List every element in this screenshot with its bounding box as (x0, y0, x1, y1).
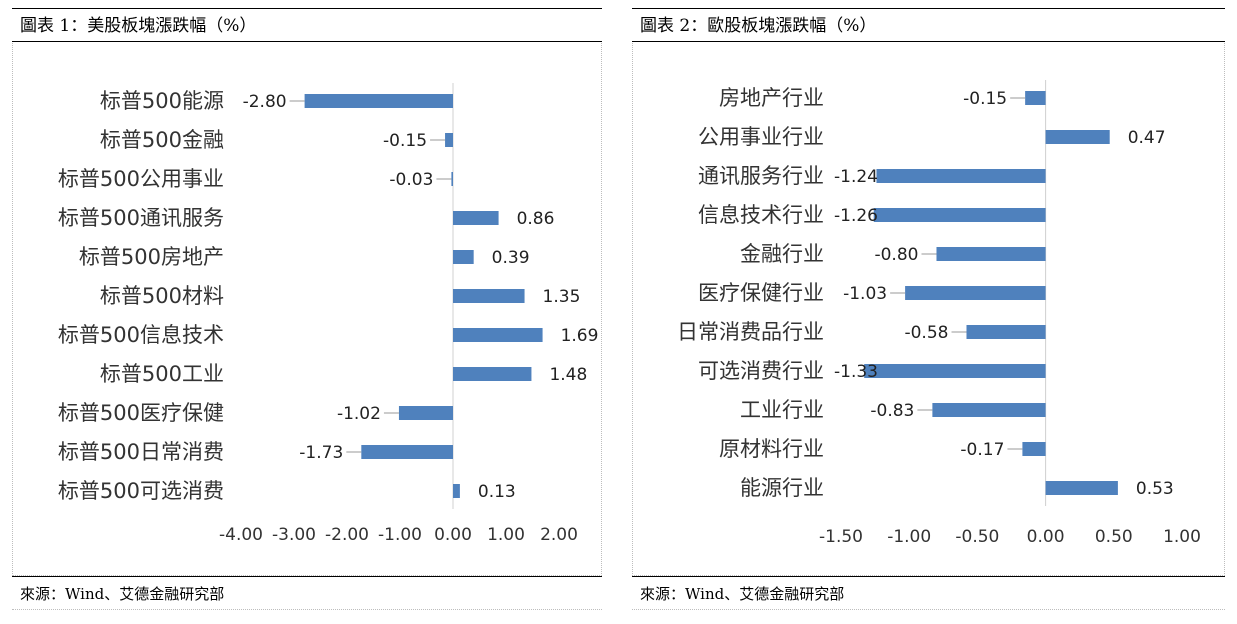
eu-sector-bar-chart: 房地产行业 -0.15 公用事业行业 0.47 通讯服务行业 -1.24 信息技术行业 -1.… (677, 80, 1201, 547)
bar (864, 364, 1046, 378)
chart-panel-eu: 圖表 2：歐股板塊漲跌幅（%） 房地产行业 -0.15 公用事业行业 0.47 通讯服务… (632, 8, 1225, 610)
bar (936, 247, 1046, 261)
data-label: -0.83 (870, 401, 914, 421)
x-tick-label: 2.00 (540, 525, 578, 545)
category-label: 工业行业 (740, 398, 824, 422)
us-sector-bar-chart: 标普500能源 -2.80 标普500金融 -0.15 标普500公用事业 -0.03 标普… (58, 83, 599, 545)
bar (453, 328, 543, 342)
x-tick-label: -2.00 (325, 525, 369, 545)
chart-title: 圖表 2：歐股板塊漲跌幅（%） (632, 8, 1225, 42)
category-label: 标普500信息技术 (58, 323, 224, 347)
data-label: 0.39 (492, 248, 530, 268)
source-note: 來源：Wind、艾德金融研究部 (632, 576, 1225, 610)
data-label: -1.02 (337, 404, 381, 424)
data-label: 1.48 (549, 365, 587, 385)
data-label: -0.15 (383, 131, 427, 151)
category-label: 标普500通讯服务 (58, 206, 224, 230)
bar (1025, 91, 1046, 105)
category-label: 标普500金融 (100, 128, 224, 152)
data-label: -0.03 (389, 170, 433, 190)
category-label: 标普500材料 (100, 284, 224, 308)
category-label: 标普500房地产 (79, 245, 224, 269)
data-label: -0.17 (960, 440, 1004, 460)
category-label: 标普500日常消费 (58, 440, 224, 464)
x-tick-label: -1.50 (819, 527, 863, 547)
category-label: 可选消费行业 (698, 359, 824, 383)
data-label: 0.86 (517, 209, 555, 229)
data-label: 0.13 (478, 482, 516, 502)
bar (453, 367, 532, 381)
x-tick-label: -1.00 (378, 525, 422, 545)
plot-area: 房地产行业 -0.15 公用事业行业 0.47 通讯服务行业 -1.24 信息技术行业 -1.… (632, 43, 1225, 576)
bar (876, 169, 1046, 183)
bar (873, 208, 1046, 222)
x-tick-label: 0.00 (1027, 527, 1065, 547)
data-label: 1.35 (543, 287, 581, 307)
bar (905, 286, 1046, 300)
data-label: 0.53 (1136, 479, 1174, 499)
category-label: 标普500能源 (100, 89, 224, 113)
category-label: 原材料行业 (719, 437, 824, 461)
chart-title: 圖表 1：美股板塊漲跌幅（%） (12, 8, 602, 42)
bar (445, 133, 453, 147)
x-tick-label: -1.00 (887, 527, 931, 547)
category-label: 日常消费品行业 (677, 320, 824, 344)
data-label: -1.24 (834, 167, 878, 187)
data-label: -1.03 (843, 284, 887, 304)
data-label: -0.58 (904, 323, 948, 343)
bar (453, 484, 460, 498)
x-tick-label: 0.50 (1095, 527, 1133, 547)
bar (932, 403, 1046, 417)
category-label: 标普500可选消费 (58, 479, 224, 503)
bar (1022, 442, 1046, 456)
x-tick-label: -3.00 (272, 525, 316, 545)
bar (453, 289, 525, 303)
data-label: -1.73 (299, 443, 343, 463)
category-label: 标普500工业 (100, 362, 224, 386)
bar (1045, 130, 1110, 144)
data-label: -1.26 (834, 206, 878, 226)
bar (451, 172, 453, 186)
data-label: 1.69 (561, 326, 599, 346)
category-label: 能源行业 (740, 476, 824, 500)
x-tick-label: 0.00 (434, 525, 472, 545)
category-label: 医疗保健行业 (698, 281, 824, 305)
category-label: 信息技术行业 (698, 203, 824, 227)
category-label: 标普500医疗保健 (58, 401, 224, 425)
category-label: 金融行业 (740, 242, 824, 266)
plot-area: 标普500能源 -2.80 标普500金融 -0.15 标普500公用事业 -0.03 标普… (12, 43, 602, 576)
x-tick-label: 1.00 (487, 525, 525, 545)
bar (304, 94, 453, 108)
bar (453, 250, 474, 264)
bar (361, 445, 453, 459)
data-label: -1.33 (834, 362, 878, 382)
x-tick-label: 1.00 (1163, 527, 1201, 547)
bar (966, 325, 1046, 339)
bar (398, 406, 453, 420)
source-note: 來源：Wind、艾德金融研究部 (12, 576, 602, 610)
bar (453, 211, 499, 225)
data-label: -0.15 (963, 89, 1007, 109)
x-tick-label: -4.00 (219, 525, 263, 545)
category-label: 房地产行业 (719, 86, 824, 110)
data-label: 0.47 (1128, 128, 1166, 148)
data-label: -0.80 (874, 245, 918, 265)
category-label: 公用事业行业 (698, 125, 824, 149)
chart-panel-us: 圖表 1：美股板塊漲跌幅（%） 标普500能源 -2.80 标普500金融 -0.15… (12, 8, 602, 610)
data-label: -2.80 (243, 92, 287, 112)
category-label: 标普500公用事业 (58, 167, 224, 191)
bar (1045, 481, 1118, 495)
category-label: 通讯服务行业 (698, 164, 824, 188)
x-tick-label: -0.50 (955, 527, 999, 547)
